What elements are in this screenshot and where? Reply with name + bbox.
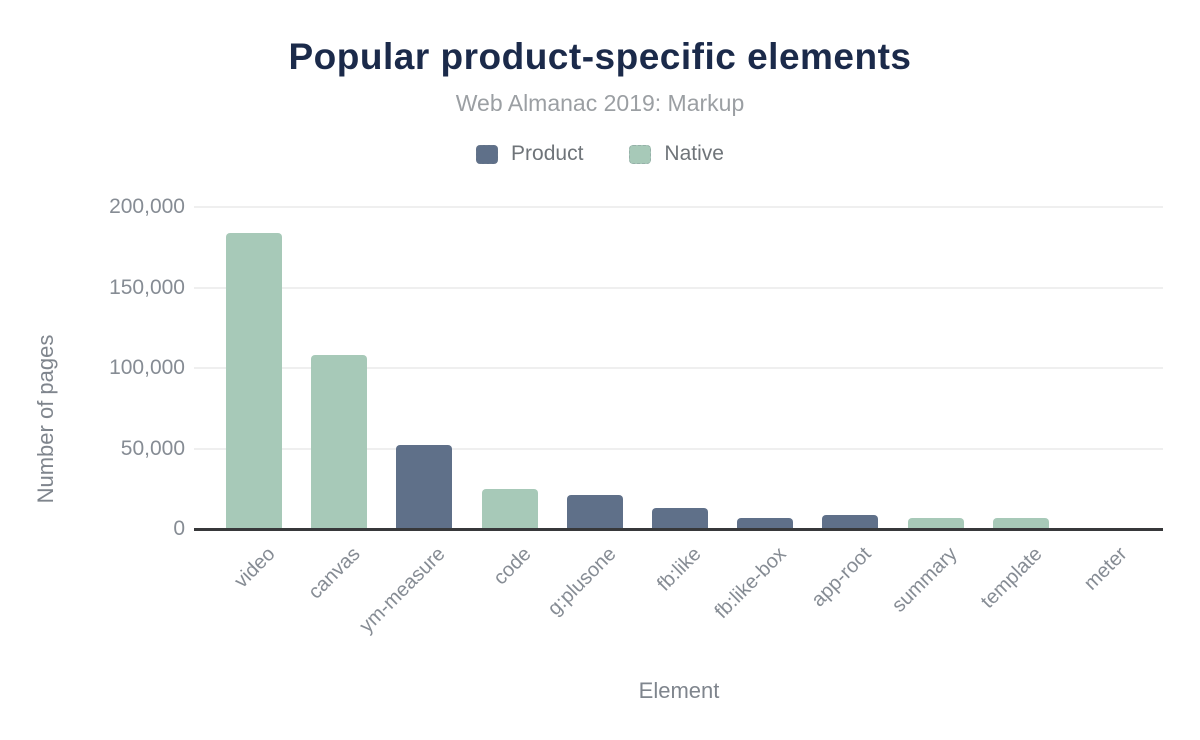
y-tick-label-50000: 50,000: [120, 436, 185, 460]
bar-video[interactable]: [226, 233, 282, 529]
y-tick-label-100000: 100,000: [109, 356, 185, 379]
x-axis-title: Element: [638, 678, 720, 703]
y-tick-label-200000: 200,000: [109, 195, 185, 218]
page-title: Popular product-specific elements: [288, 36, 912, 77]
bar-app-root[interactable]: [822, 515, 879, 529]
bar-ym-measure[interactable]: [396, 445, 453, 529]
bar-g-plusone[interactable]: [566, 495, 623, 529]
gridline-100000: [194, 367, 1163, 369]
bar-canvas[interactable]: [311, 355, 368, 529]
legend-item-native[interactable]: Native: [629, 142, 724, 166]
native-color-swatch: [629, 144, 652, 164]
legend-label-product: Product: [511, 142, 584, 165]
page-subtitle: Web Almanac 2019: Markup: [455, 90, 745, 116]
bar-summary[interactable]: [907, 518, 964, 529]
gridline-50000: [194, 447, 1163, 450]
y-axis-title: Number of pages: [33, 334, 58, 504]
y-tick-label-0: 0: [173, 517, 185, 540]
bar-fb-like-box[interactable]: [737, 518, 794, 529]
product-color-swatch: [476, 144, 499, 164]
bar-code[interactable]: [481, 489, 538, 529]
bar-fb-like[interactable]: [652, 508, 708, 529]
y-tick-label-150000: 150,000: [109, 275, 185, 299]
legend-item-product[interactable]: Product: [476, 142, 583, 166]
bar-template[interactable]: [992, 518, 1049, 529]
x-axis-line: [194, 528, 1163, 531]
gridline-200000: [194, 206, 1163, 208]
gridline-150000: [194, 286, 1163, 289]
legend-label-native: Native: [664, 142, 724, 165]
legend: Product Native: [0, 142, 1200, 166]
